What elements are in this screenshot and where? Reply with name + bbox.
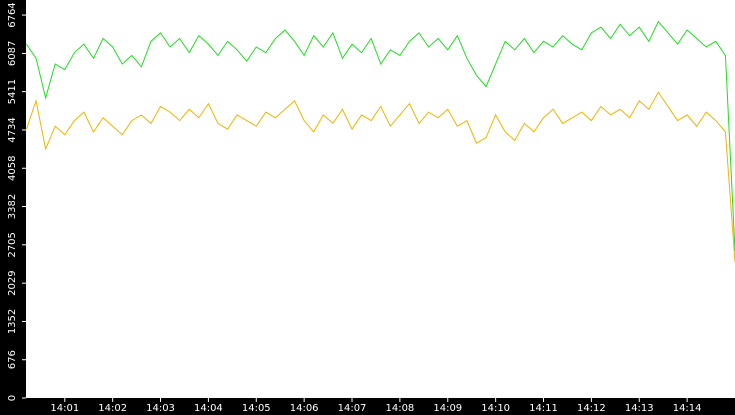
x-tick-label: 14:01 xyxy=(50,403,79,414)
y-tick-label: 2029 xyxy=(7,270,18,295)
x-tick-label: 14:02 xyxy=(98,403,127,414)
y-tick-label: 676 xyxy=(7,350,18,369)
y-tick-label: 3382 xyxy=(7,194,18,219)
y-tick-label: 2705 xyxy=(7,232,18,257)
y-tick-label: 6764 xyxy=(7,2,18,27)
y-tick-label: 4058 xyxy=(7,156,18,181)
series-line xyxy=(26,91,735,263)
x-tick-label: 14:12 xyxy=(577,403,606,414)
y-tick-label: 6087 xyxy=(7,41,18,66)
series-line xyxy=(26,20,735,251)
x-tick-label: 14:03 xyxy=(146,403,175,414)
x-tick-label: 14:10 xyxy=(481,403,510,414)
plot-area xyxy=(26,0,735,398)
x-tick-label: 14:07 xyxy=(338,403,367,414)
y-tick-label: 0 xyxy=(7,395,18,401)
x-tick-label: 14:09 xyxy=(433,403,462,414)
y-tick-label: 5411 xyxy=(7,79,18,104)
x-tick-label: 14:14 xyxy=(673,403,702,414)
x-tick-label: 14:08 xyxy=(385,403,414,414)
x-tick-label: 14:04 xyxy=(194,403,223,414)
x-tick-label: 14:06 xyxy=(290,403,319,414)
y-tick-label: 1352 xyxy=(7,309,18,334)
x-tick-label: 14:05 xyxy=(242,403,271,414)
x-tick-label: 14:13 xyxy=(625,403,654,414)
y-tick-label: 4734 xyxy=(7,117,18,142)
x-tick-label: 14:11 xyxy=(529,403,558,414)
